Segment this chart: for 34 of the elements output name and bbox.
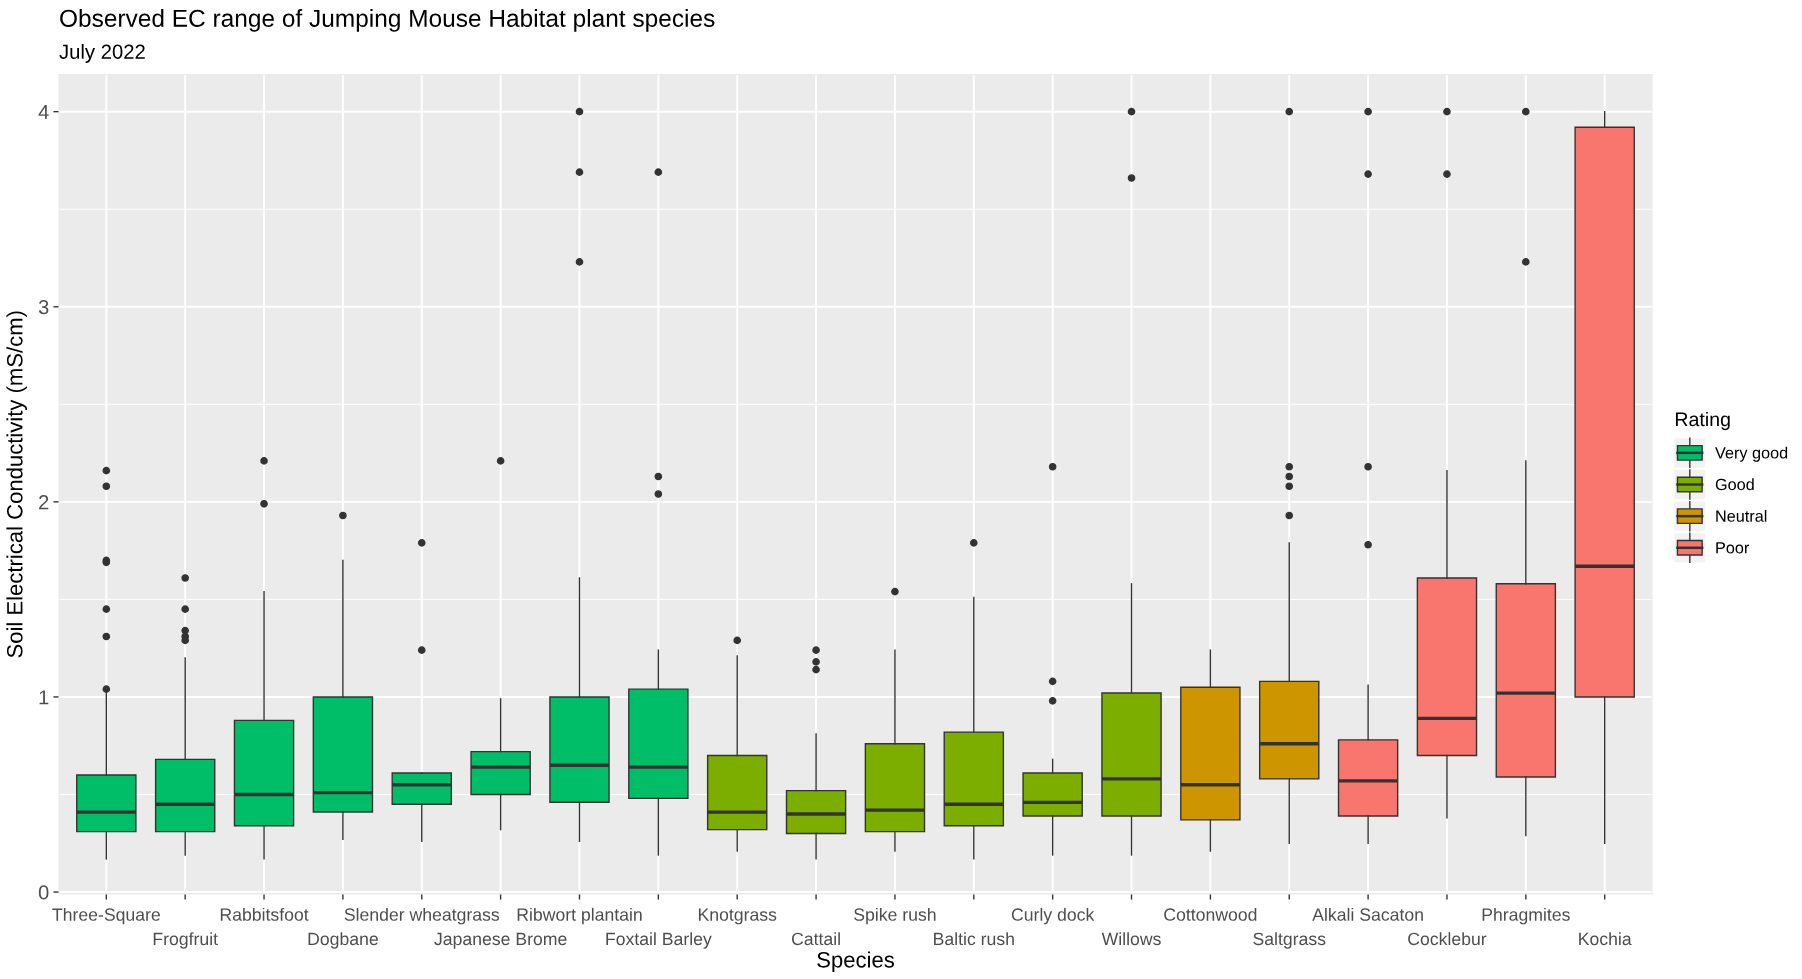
x-tick-label: Slender wheatgrass: [344, 907, 500, 925]
x-tick-label: Foxtail Barley: [606, 932, 712, 949]
y-tick-label: 3: [38, 300, 49, 315]
x-tick-label: Cocklebur: [1408, 932, 1487, 946]
x-tick-label: Saltgrass: [1253, 932, 1326, 949]
x-tick-label: Rabbitsfoot: [220, 907, 309, 921]
y-tick-label: 4: [38, 105, 49, 119]
x-tick-label: Frogfruit: [153, 932, 218, 949]
y-axis-title: Soil Electrical Conductivity (mS/cm): [6, 311, 27, 658]
legend-label: Poor: [1716, 542, 1750, 554]
chart-subtitle: July 2022: [59, 44, 145, 63]
x-tick-label: Cattail: [791, 932, 840, 946]
legend-title: Rating: [1675, 411, 1730, 431]
legend-label: Good: [1715, 478, 1754, 491]
x-tick-label: Cottonwood: [1164, 907, 1257, 921]
x-tick-label: Baltic rush: [934, 932, 1014, 946]
x-tick-label: Three-Square: [52, 907, 160, 925]
x-tick-label: Phragmites: [1482, 907, 1570, 925]
x-tick-label: Japanese Brome: [434, 932, 567, 949]
y-tick-label: 2: [39, 495, 49, 510]
x-tick-label: Spike rush: [854, 907, 936, 925]
x-tick-label: Willows: [1101, 932, 1161, 946]
x-tick-label: Dogbane: [308, 932, 378, 949]
x-tick-label: Kochia: [1579, 932, 1632, 946]
x-tick-label: Curly dock: [1011, 907, 1095, 925]
legend-label: Very good: [1715, 446, 1788, 462]
x-axis-title: Species: [817, 951, 894, 972]
x-tick-label: Ribwort plantain: [517, 907, 642, 925]
chart-title: Observed EC range of Jumping Mouse Habitat plant species: [60, 9, 715, 32]
y-tick-label: 0: [38, 885, 49, 900]
x-tick-label: Alkali Sacaton: [1312, 907, 1423, 921]
x-tick-label: Knotgrass: [698, 908, 777, 925]
legend-label: Neutral: [1716, 509, 1767, 522]
y-tick-label: 1: [39, 690, 49, 705]
